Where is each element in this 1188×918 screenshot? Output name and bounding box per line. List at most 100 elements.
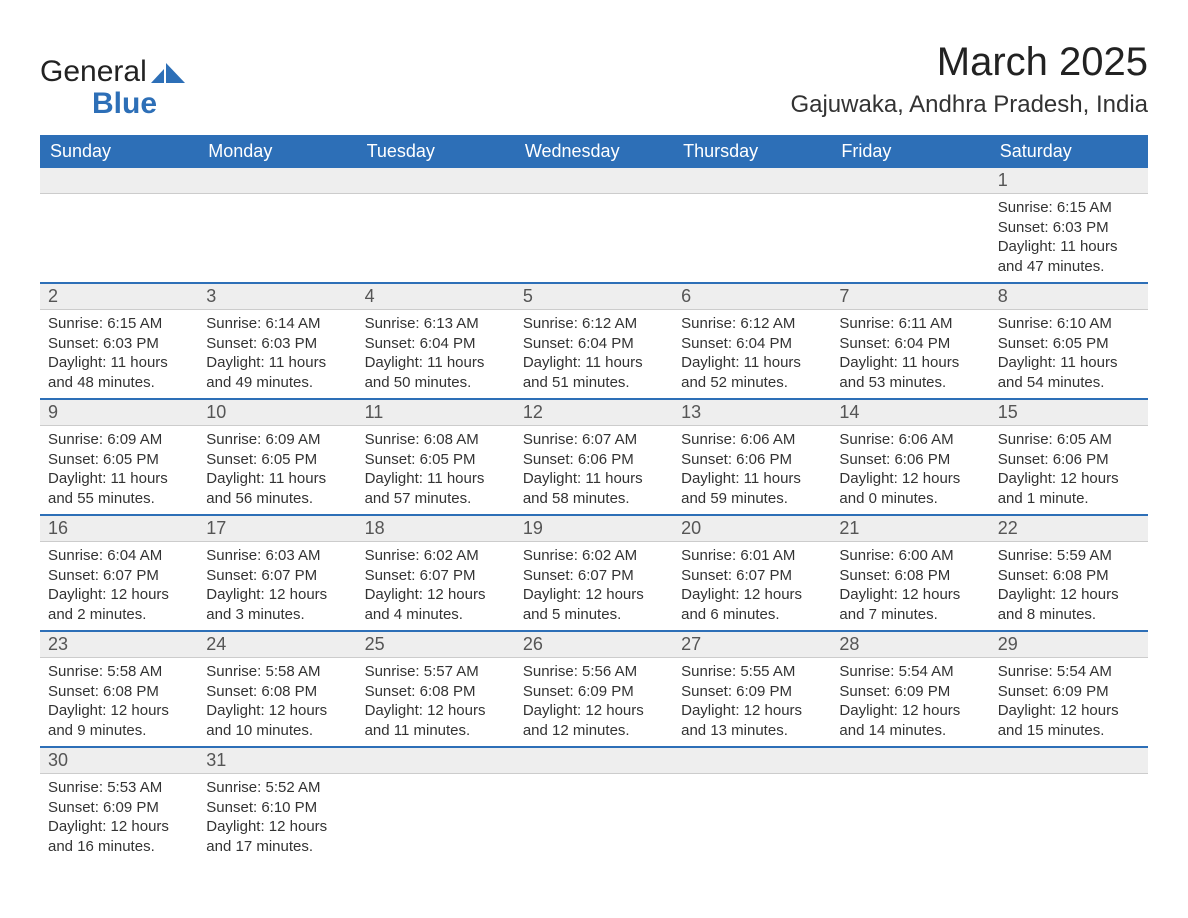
- day-number: 23: [40, 630, 198, 658]
- day-number: [673, 746, 831, 774]
- day-sunset: Sunset: 6:09 PM: [839, 682, 981, 702]
- calendar-cell-empty: [673, 746, 831, 862]
- calendar-cell: 31Sunrise: 5:52 AMSunset: 6:10 PMDayligh…: [198, 746, 356, 862]
- day-daylight1: Daylight: 12 hours: [48, 701, 190, 721]
- day-sunrise: Sunrise: 6:14 AM: [206, 314, 348, 334]
- day-daylight2: and 57 minutes.: [365, 489, 507, 509]
- calendar-cell: 14Sunrise: 6:06 AMSunset: 6:06 PMDayligh…: [831, 398, 989, 514]
- day-sunset: Sunset: 6:06 PM: [681, 450, 823, 470]
- calendar-week: 30Sunrise: 5:53 AMSunset: 6:09 PMDayligh…: [40, 746, 1148, 862]
- day-daylight1: Daylight: 12 hours: [998, 469, 1140, 489]
- day-data: Sunrise: 6:14 AMSunset: 6:03 PMDaylight:…: [198, 310, 356, 398]
- day-number: [515, 746, 673, 774]
- day-daylight1: Daylight: 12 hours: [48, 817, 190, 837]
- day-data: Sunrise: 6:03 AMSunset: 6:07 PMDaylight:…: [198, 542, 356, 630]
- day-number: 18: [357, 514, 515, 542]
- day-data: Sunrise: 6:15 AMSunset: 6:03 PMDaylight:…: [990, 194, 1148, 282]
- day-daylight1: Daylight: 12 hours: [206, 701, 348, 721]
- calendar-page: General Blue March 2025 Gajuwaka, Andhra…: [40, 40, 1148, 862]
- day-sunset: Sunset: 6:08 PM: [998, 566, 1140, 586]
- day-sunrise: Sunrise: 5:54 AM: [839, 662, 981, 682]
- day-sunset: Sunset: 6:06 PM: [998, 450, 1140, 470]
- day-daylight2: and 48 minutes.: [48, 373, 190, 393]
- day-daylight2: and 54 minutes.: [998, 373, 1140, 393]
- day-number: 4: [357, 282, 515, 310]
- calendar-cell: 18Sunrise: 6:02 AMSunset: 6:07 PMDayligh…: [357, 514, 515, 630]
- day-sunrise: Sunrise: 5:58 AM: [48, 662, 190, 682]
- day-daylight1: Daylight: 11 hours: [206, 353, 348, 373]
- day-sunset: Sunset: 6:04 PM: [681, 334, 823, 354]
- calendar-cell-empty: [515, 746, 673, 862]
- day-daylight2: and 4 minutes.: [365, 605, 507, 625]
- day-number: [831, 746, 989, 774]
- day-data: Sunrise: 6:06 AMSunset: 6:06 PMDaylight:…: [673, 426, 831, 514]
- day-sunrise: Sunrise: 5:55 AM: [681, 662, 823, 682]
- day-data: Sunrise: 6:13 AMSunset: 6:04 PMDaylight:…: [357, 310, 515, 398]
- day-number: 16: [40, 514, 198, 542]
- day-sunset: Sunset: 6:03 PM: [48, 334, 190, 354]
- day-daylight2: and 15 minutes.: [998, 721, 1140, 741]
- day-daylight2: and 12 minutes.: [523, 721, 665, 741]
- day-daylight1: Daylight: 12 hours: [206, 585, 348, 605]
- day-sunrise: Sunrise: 6:15 AM: [48, 314, 190, 334]
- day-data: [198, 194, 356, 268]
- calendar-cell-empty: [515, 168, 673, 282]
- day-number: 28: [831, 630, 989, 658]
- day-sunrise: Sunrise: 6:05 AM: [998, 430, 1140, 450]
- day-daylight2: and 10 minutes.: [206, 721, 348, 741]
- day-sunrise: Sunrise: 6:06 AM: [839, 430, 981, 450]
- calendar-week: 16Sunrise: 6:04 AMSunset: 6:07 PMDayligh…: [40, 514, 1148, 630]
- day-number: 6: [673, 282, 831, 310]
- day-data: [673, 774, 831, 848]
- day-header: Tuesday: [357, 135, 515, 168]
- day-data: Sunrise: 5:52 AMSunset: 6:10 PMDaylight:…: [198, 774, 356, 862]
- day-number: 13: [673, 398, 831, 426]
- calendar-week: 1Sunrise: 6:15 AMSunset: 6:03 PMDaylight…: [40, 168, 1148, 282]
- day-header: Monday: [198, 135, 356, 168]
- day-daylight2: and 8 minutes.: [998, 605, 1140, 625]
- day-daylight1: Daylight: 12 hours: [206, 817, 348, 837]
- day-number: 30: [40, 746, 198, 774]
- calendar-cell: 7Sunrise: 6:11 AMSunset: 6:04 PMDaylight…: [831, 282, 989, 398]
- day-sunrise: Sunrise: 5:59 AM: [998, 546, 1140, 566]
- day-sunrise: Sunrise: 6:01 AM: [681, 546, 823, 566]
- calendar-cell-empty: [990, 746, 1148, 862]
- day-daylight1: Daylight: 12 hours: [839, 469, 981, 489]
- calendar-cell-empty: [673, 168, 831, 282]
- day-sunset: Sunset: 6:07 PM: [523, 566, 665, 586]
- day-sunrise: Sunrise: 5:56 AM: [523, 662, 665, 682]
- day-daylight2: and 51 minutes.: [523, 373, 665, 393]
- day-daylight1: Daylight: 11 hours: [681, 469, 823, 489]
- day-number: 26: [515, 630, 673, 658]
- calendar-cell: 3Sunrise: 6:14 AMSunset: 6:03 PMDaylight…: [198, 282, 356, 398]
- day-daylight2: and 17 minutes.: [206, 837, 348, 857]
- calendar-cell-empty: [357, 746, 515, 862]
- day-sunset: Sunset: 6:05 PM: [48, 450, 190, 470]
- calendar-cell: 5Sunrise: 6:12 AMSunset: 6:04 PMDaylight…: [515, 282, 673, 398]
- calendar-cell: 19Sunrise: 6:02 AMSunset: 6:07 PMDayligh…: [515, 514, 673, 630]
- day-daylight1: Daylight: 11 hours: [523, 353, 665, 373]
- day-daylight2: and 56 minutes.: [206, 489, 348, 509]
- calendar-week: 2Sunrise: 6:15 AMSunset: 6:03 PMDaylight…: [40, 282, 1148, 398]
- day-number: [357, 168, 515, 194]
- header: General Blue March 2025 Gajuwaka, Andhra…: [40, 40, 1148, 119]
- day-data: [515, 194, 673, 268]
- day-sunset: Sunset: 6:08 PM: [206, 682, 348, 702]
- day-sunset: Sunset: 6:07 PM: [48, 566, 190, 586]
- day-sunset: Sunset: 6:03 PM: [206, 334, 348, 354]
- day-sunset: Sunset: 6:07 PM: [681, 566, 823, 586]
- day-sunrise: Sunrise: 5:54 AM: [998, 662, 1140, 682]
- page-subtitle: Gajuwaka, Andhra Pradesh, India: [790, 91, 1148, 119]
- day-sunset: Sunset: 6:09 PM: [681, 682, 823, 702]
- logo-flag-icon: [151, 61, 185, 83]
- day-sunset: Sunset: 6:06 PM: [523, 450, 665, 470]
- calendar-cell: 22Sunrise: 5:59 AMSunset: 6:08 PMDayligh…: [990, 514, 1148, 630]
- day-daylight2: and 13 minutes.: [681, 721, 823, 741]
- day-data: Sunrise: 6:02 AMSunset: 6:07 PMDaylight:…: [515, 542, 673, 630]
- day-sunrise: Sunrise: 5:53 AM: [48, 778, 190, 798]
- day-daylight2: and 5 minutes.: [523, 605, 665, 625]
- day-data: Sunrise: 6:04 AMSunset: 6:07 PMDaylight:…: [40, 542, 198, 630]
- day-daylight1: Daylight: 11 hours: [206, 469, 348, 489]
- day-number: [990, 746, 1148, 774]
- day-number: 14: [831, 398, 989, 426]
